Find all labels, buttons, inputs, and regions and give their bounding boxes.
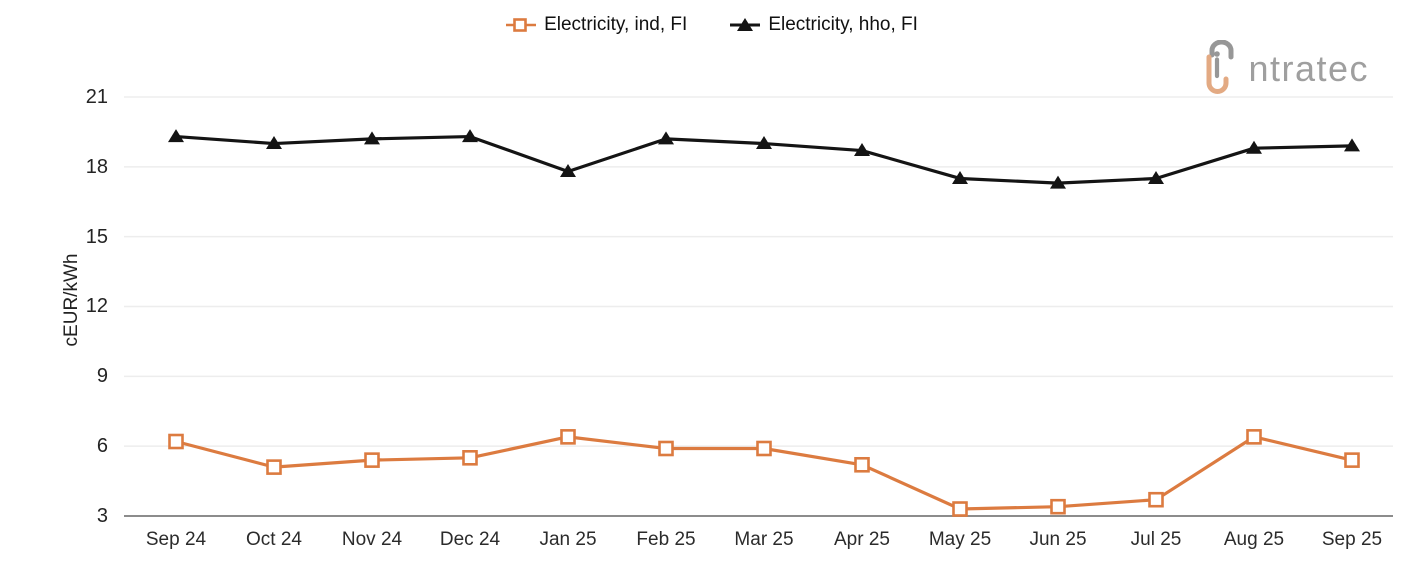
x-axis-label: Apr 25 <box>834 529 890 550</box>
x-axis-label: Sep 25 <box>1321 529 1383 550</box>
chart-legend: Electricity, ind, FI Electricity, hho, F… <box>0 14 1401 36</box>
x-axis-label: Jun 25 <box>1029 529 1087 550</box>
x-axis-label: Aug 25 <box>1223 529 1285 550</box>
y-tick-label: 6 <box>96 435 108 457</box>
logo-wordmark: ntratec <box>1248 48 1369 89</box>
x-axis-label: Sep 24 <box>145 529 207 550</box>
y-tick-label: 21 <box>85 86 108 108</box>
y-tick-label: 3 <box>96 505 108 527</box>
intratec-logo: ntratec <box>1203 40 1369 94</box>
legend-item-electricity-ind[interactable]: Electricity, ind, FI <box>505 14 687 36</box>
x-axis-label: May 25 <box>928 529 992 550</box>
legend-item-electricity-hho[interactable]: Electricity, hho, FI <box>729 14 918 36</box>
x-axis-label: Dec 24 <box>439 529 501 550</box>
legend-label-hho: Electricity, hho, FI <box>768 14 918 35</box>
y-tick-label: 12 <box>85 295 108 317</box>
y-tick-label: 15 <box>85 226 108 248</box>
x-axis-label: Nov 24 <box>341 529 403 550</box>
square-marker-icon <box>506 18 537 32</box>
intratec-logo-icon <box>1206 40 1234 94</box>
x-axis-label: Oct 24 <box>246 529 302 550</box>
x-axis-label: Mar 25 <box>734 529 794 550</box>
x-axis-label: Jan 25 <box>539 529 597 550</box>
x-axis-label: Feb 25 <box>636 529 696 550</box>
y-tick-label: 18 <box>85 156 108 178</box>
legend-label-ind: Electricity, ind, FI <box>544 14 688 35</box>
y-tick-label: 9 <box>96 365 108 387</box>
triangle-marker-icon <box>730 18 761 31</box>
x-axis-label: Jul 25 <box>1130 529 1182 550</box>
